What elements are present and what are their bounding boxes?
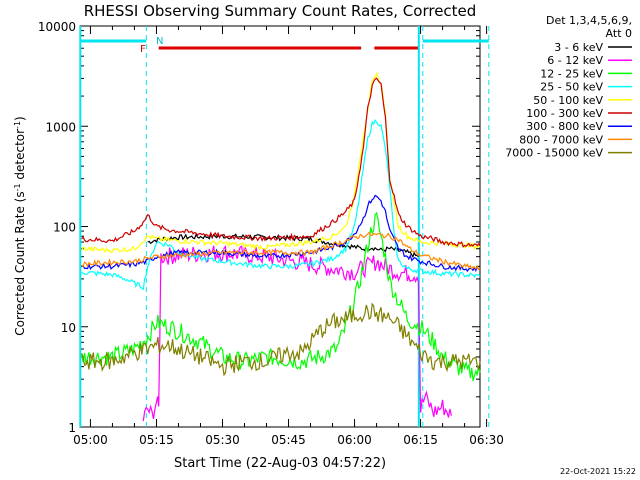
flag-f-label: F: [140, 44, 146, 55]
x-tick-label: 05:00: [73, 433, 108, 447]
series-line-8: [81, 302, 481, 377]
series-line-2: [81, 211, 481, 382]
y-tick-label: 1: [68, 421, 76, 435]
legend-header-2: Att 0: [606, 27, 632, 40]
x-tick-label: 06:00: [337, 433, 372, 447]
legend-label: 25 - 50 keV: [540, 81, 603, 94]
series-line-5: [81, 77, 481, 248]
y-label-part-3: ): [13, 116, 27, 121]
y-axis: 1 10 100 1000 10000: [38, 20, 480, 435]
y-tick-label: 10: [61, 321, 76, 335]
x-tick-label: 06:15: [403, 433, 438, 447]
legend-label: 800 - 7000 keV: [519, 133, 603, 146]
y-label-sup-1: -1: [13, 183, 22, 191]
y-tick-label: 100: [53, 221, 76, 235]
footer-timestamp: 22-Oct-2021 15:22: [560, 467, 636, 476]
series-layer: [81, 71, 481, 422]
legend-label: 7000 - 15000 keV: [505, 147, 603, 160]
series-line-7: [81, 231, 481, 271]
series-line-3: [81, 119, 481, 291]
y-tick-label: 1000: [45, 120, 76, 134]
series-line-4: [81, 71, 481, 254]
x-tick-label: 05:15: [139, 433, 174, 447]
legend-label: 12 - 25 keV: [540, 67, 603, 80]
annotation-layer: [79, 26, 490, 427]
series-line-0: [147, 232, 419, 259]
x-axis-label: Start Time (22-Aug-03 04:57:22): [174, 456, 386, 471]
y-tick-label: 10000: [38, 20, 76, 34]
legend-label: 3 - 6 keV: [554, 41, 603, 54]
chart-title: RHESSI Observing Summary Count Rates, Co…: [84, 2, 477, 20]
x-tick-label: 05:30: [205, 433, 240, 447]
y-axis-label: Corrected Count Rate (s-1 detector-1): [13, 116, 28, 335]
x-tick-label: 06:30: [469, 433, 504, 447]
y-label-part-1: Corrected Count Rate (s: [13, 191, 27, 335]
series-line-1: [142, 244, 452, 422]
y-label-sup-2: -1: [13, 121, 22, 129]
legend-label: 300 - 800 keV: [526, 120, 603, 133]
flag-n-label: N: [156, 36, 163, 47]
x-axis: 05:00 05:15 05:30 05:45 06:00 06:15 06:30: [73, 26, 504, 447]
y-label-part-2: detector: [13, 129, 27, 184]
legend-label: 6 - 12 keV: [547, 54, 603, 67]
legend-header: Det 1,3,4,5,6,9,: [546, 14, 632, 27]
legend-label: 50 - 100 keV: [533, 94, 603, 107]
legend-label: 100 - 300 keV: [526, 107, 603, 120]
x-tick-label: 05:45: [271, 433, 306, 447]
series-line-6: [81, 194, 481, 273]
